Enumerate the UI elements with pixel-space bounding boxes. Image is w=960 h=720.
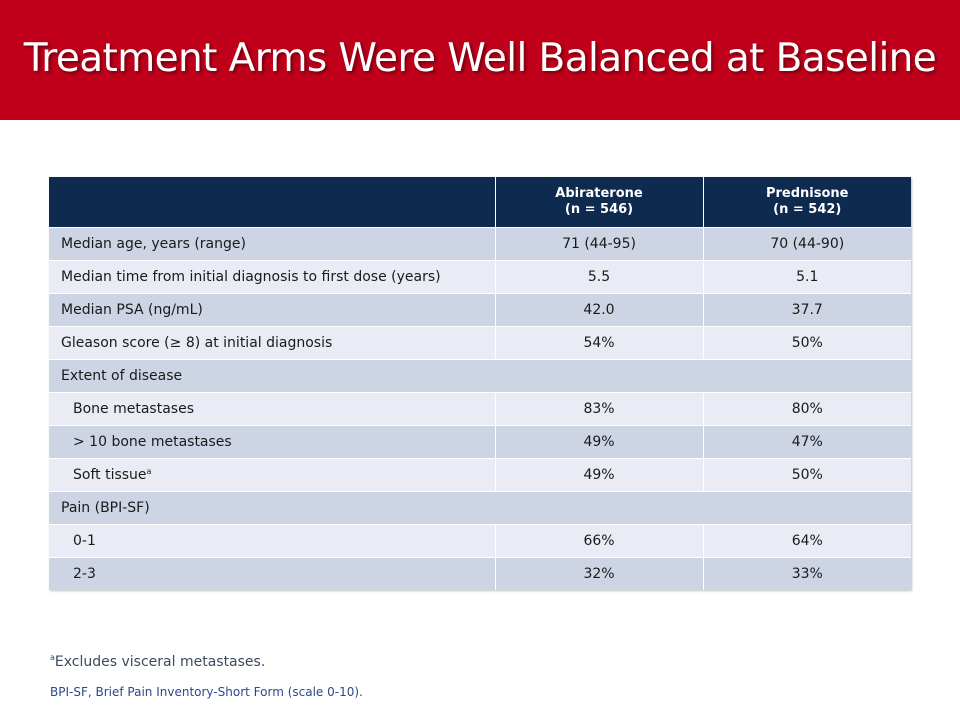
table-row: Bone metastases 83% 80%	[49, 392, 911, 426]
prednisone-value: 64%	[703, 524, 911, 558]
row-label: Gleason score (≥ 8) at initial diagnosis	[49, 326, 496, 360]
baseline-characteristics-table: Abiraterone (n = 546) Prednisone (n = 54…	[49, 177, 911, 590]
row-label: Bone metastases	[49, 392, 496, 426]
abiraterone-value: 71 (44-95)	[495, 227, 704, 261]
prednisone-value: 5.1	[703, 260, 911, 294]
footnote-marker: a	[50, 653, 55, 662]
prednisone-value: 37.7	[703, 293, 911, 327]
footnote-visceral: aExcludes visceral metastases.	[50, 653, 265, 670]
row-label: 0-1	[49, 524, 496, 558]
header-empty-cell	[49, 177, 496, 228]
header-abiraterone-n: (n = 546)	[564, 202, 634, 217]
prednisone-value: 33%	[703, 557, 911, 590]
abiraterone-value: 42.0	[495, 293, 704, 327]
prednisone-value: 50%	[703, 458, 911, 492]
row-label: Median PSA (ng/mL)	[49, 293, 496, 327]
section-label: Pain (BPI-SF)	[49, 491, 911, 525]
table-row: 0-1 66% 64%	[49, 524, 911, 558]
abiraterone-value: 49%	[495, 458, 704, 492]
prednisone-value: 70 (44-90)	[703, 227, 911, 261]
section-label: Extent of disease	[49, 359, 911, 393]
header-abiraterone: Abiraterone (n = 546)	[495, 177, 704, 228]
table-section-row-extent-of-disease: Extent of disease	[49, 359, 911, 393]
abiraterone-value: 66%	[495, 524, 704, 558]
table-row: Median age, years (range) 71 (44-95) 70 …	[49, 227, 911, 261]
table-row: Median PSA (ng/mL) 42.0 37.7	[49, 293, 911, 327]
abiraterone-value: 83%	[495, 392, 704, 426]
table-header-row: Abiraterone (n = 546) Prednisone (n = 54…	[49, 177, 911, 228]
header-prednisone-name: Prednisone	[765, 186, 849, 201]
table-section-row-pain: Pain (BPI-SF)	[49, 491, 911, 525]
abiraterone-value: 5.5	[495, 260, 704, 294]
header-abiraterone-name: Abiraterone	[555, 186, 643, 201]
footnote-text: Excludes visceral metastases.	[54, 654, 266, 670]
header-prednisone: Prednisone (n = 542)	[703, 177, 911, 228]
row-label: Median age, years (range)	[49, 227, 496, 261]
abiraterone-value: 54%	[495, 326, 704, 360]
table-row: Gleason score (≥ 8) at initial diagnosis…	[49, 326, 911, 360]
title-bar: Treatment Arms Were Well Balanced at Bas…	[0, 0, 960, 120]
table-row: 2-3 32% 33%	[49, 557, 911, 590]
abiraterone-value: 49%	[495, 425, 704, 459]
footnote-abbreviation: BPI-SF, Brief Pain Inventory-Short Form …	[50, 685, 363, 699]
slide-title: Treatment Arms Were Well Balanced at Bas…	[23, 36, 937, 81]
row-label-with-footnote: Soft tissuea	[49, 458, 496, 492]
table-row: Median time from initial diagnosis to fi…	[49, 260, 911, 294]
row-label: Median time from initial diagnosis to fi…	[49, 260, 496, 294]
row-label: 2-3	[49, 557, 496, 590]
row-label: > 10 bone metastases	[49, 425, 496, 459]
header-prednisone-n: (n = 542)	[773, 202, 842, 217]
table-row: Soft tissuea 49% 50%	[49, 458, 911, 492]
row-label-text: Soft tissue	[73, 467, 147, 483]
footnote-marker: a	[146, 467, 152, 476]
table-row: > 10 bone metastases 49% 47%	[49, 425, 911, 459]
prednisone-value: 80%	[703, 392, 911, 426]
prednisone-value: 50%	[703, 326, 911, 360]
prednisone-value: 47%	[703, 425, 911, 459]
abiraterone-value: 32%	[495, 557, 704, 590]
